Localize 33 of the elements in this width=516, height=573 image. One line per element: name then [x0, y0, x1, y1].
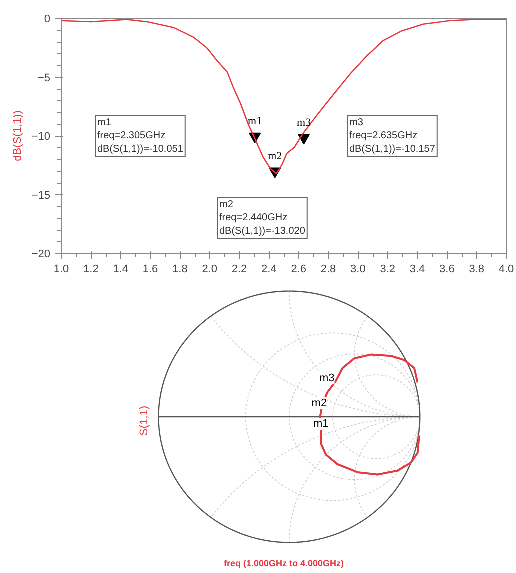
- x-tick-label: 1.8: [172, 264, 188, 276]
- y-axis-title: dB(S(1,1)): [12, 110, 24, 162]
- x-tick-label: 1.0: [54, 264, 70, 276]
- y-tick-label: −15: [32, 190, 51, 202]
- data-label: m3: [296, 116, 312, 129]
- x-tick-label: 2.2: [232, 264, 248, 276]
- text: freq (1.000GHz to 4.000GHz): [224, 558, 344, 568]
- data-label: m1: [248, 116, 262, 128]
- annotation: m1 freq=2.305GHz dB(S(1,1))=-10.051: [98, 118, 184, 155]
- y-tick-label: 0: [44, 14, 51, 26]
- x-tick-label: 3.8: [469, 264, 484, 276]
- x-tick-label: 4.0: [498, 264, 514, 276]
- text: m1: [313, 418, 329, 430]
- x-tick-label: 1.2: [84, 264, 99, 276]
- x-tick-label: 2.4: [262, 264, 277, 276]
- data-label: m2: [268, 150, 282, 162]
- annotation: m3 freq=2.635GHz dB(S(1,1))=-10.157: [350, 118, 436, 155]
- text: m3: [319, 372, 335, 384]
- x-tick-label: 2.0: [202, 264, 218, 276]
- text: m2: [312, 397, 328, 410]
- x-tick-label: 2.8: [320, 264, 336, 276]
- y-tick-label: −5: [38, 72, 51, 84]
- text: S(1,1): [138, 406, 151, 436]
- x-tick-label: 3.4: [410, 264, 426, 276]
- x-tick-label: 1.6: [142, 264, 158, 276]
- y-tick-label: −10: [32, 131, 51, 143]
- x-tick-label: 3.2: [380, 264, 396, 276]
- y-tick-label: −20: [32, 248, 51, 260]
- annotation: m2 freq=2.440GHz dB(S(1,1))=-13.020: [220, 200, 306, 237]
- x-tick-label: 3.6: [440, 264, 455, 276]
- x-tick-label: 2.6: [291, 264, 306, 276]
- x-tick-label: 3.0: [350, 264, 366, 276]
- x-tick-label: 1.4: [113, 264, 128, 276]
